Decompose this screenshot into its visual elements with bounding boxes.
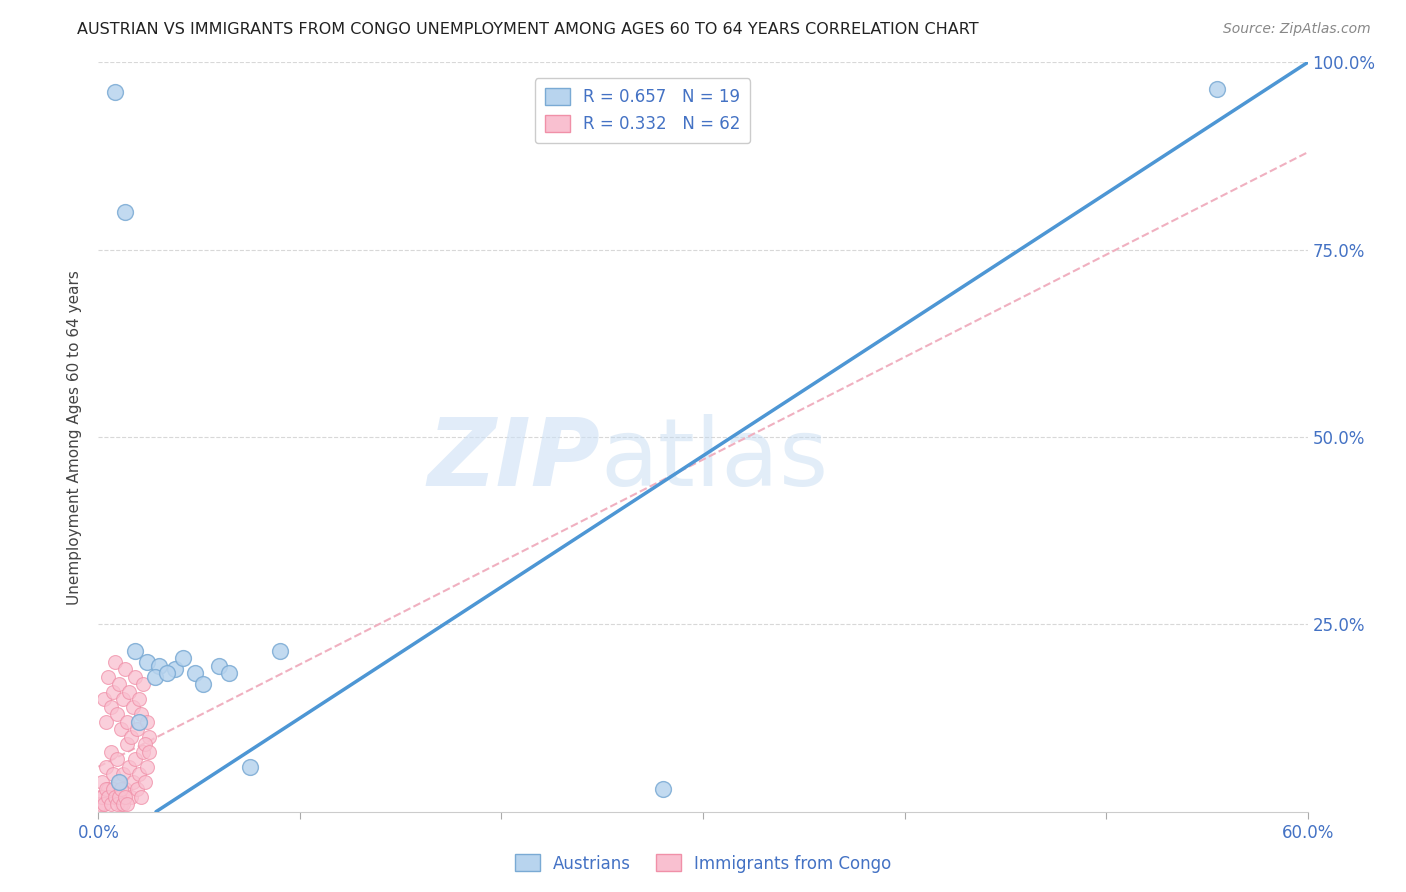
Legend: Austrians, Immigrants from Congo: Austrians, Immigrants from Congo bbox=[508, 847, 898, 880]
Point bbox=[100, 745, 122, 759]
Point bbox=[218, 666, 240, 681]
Point bbox=[93, 797, 115, 812]
Point bbox=[103, 789, 125, 804]
Point bbox=[97, 789, 120, 804]
Point bbox=[114, 789, 136, 804]
Point bbox=[124, 752, 146, 766]
Point bbox=[101, 767, 124, 781]
Point bbox=[89, 797, 111, 812]
Point bbox=[89, 789, 111, 804]
Point bbox=[96, 760, 118, 774]
Point bbox=[91, 789, 114, 804]
Point bbox=[97, 670, 120, 684]
Point bbox=[105, 797, 128, 812]
Point bbox=[114, 205, 136, 219]
Point bbox=[163, 662, 186, 676]
Point bbox=[91, 774, 114, 789]
Point bbox=[135, 760, 157, 774]
Point bbox=[111, 797, 134, 812]
Point bbox=[103, 86, 125, 100]
Point bbox=[128, 714, 150, 729]
Point bbox=[132, 677, 155, 691]
Point bbox=[114, 662, 136, 676]
Point bbox=[138, 745, 160, 759]
Point bbox=[1206, 81, 1229, 95]
Point bbox=[129, 789, 152, 804]
Point bbox=[110, 782, 132, 797]
Point bbox=[107, 774, 129, 789]
Point bbox=[125, 723, 148, 737]
Point bbox=[118, 760, 141, 774]
Point bbox=[651, 782, 673, 797]
Text: atlas: atlas bbox=[600, 414, 828, 506]
Point bbox=[208, 658, 231, 673]
Point bbox=[107, 677, 129, 691]
Point bbox=[269, 643, 291, 657]
Text: Source: ZipAtlas.com: Source: ZipAtlas.com bbox=[1223, 22, 1371, 37]
Point bbox=[184, 666, 207, 681]
Point bbox=[110, 797, 132, 812]
Point bbox=[120, 789, 142, 804]
Point bbox=[172, 651, 194, 665]
Point bbox=[121, 699, 143, 714]
Point bbox=[103, 655, 125, 669]
Point bbox=[103, 789, 125, 804]
Point bbox=[110, 723, 132, 737]
Point bbox=[97, 782, 120, 797]
Point bbox=[118, 685, 141, 699]
Point bbox=[135, 655, 157, 669]
Point bbox=[105, 752, 128, 766]
Point bbox=[111, 767, 134, 781]
Point bbox=[96, 782, 118, 797]
Point bbox=[120, 730, 142, 744]
Point bbox=[93, 692, 115, 706]
Point bbox=[129, 707, 152, 722]
Text: AUSTRIAN VS IMMIGRANTS FROM CONGO UNEMPLOYMENT AMONG AGES 60 TO 64 YEARS CORRELA: AUSTRIAN VS IMMIGRANTS FROM CONGO UNEMPL… bbox=[77, 22, 979, 37]
Point bbox=[134, 737, 156, 751]
Point bbox=[101, 782, 124, 797]
Point bbox=[124, 643, 146, 657]
Y-axis label: Unemployment Among Ages 60 to 64 years: Unemployment Among Ages 60 to 64 years bbox=[67, 269, 83, 605]
Legend: R = 0.657   N = 19, R = 0.332   N = 62: R = 0.657 N = 19, R = 0.332 N = 62 bbox=[534, 78, 751, 143]
Point bbox=[128, 767, 150, 781]
Point bbox=[115, 797, 138, 812]
Point bbox=[132, 745, 155, 759]
Point bbox=[107, 789, 129, 804]
Point bbox=[100, 699, 122, 714]
Point bbox=[135, 714, 157, 729]
Point bbox=[101, 685, 124, 699]
Point bbox=[239, 760, 262, 774]
Point bbox=[111, 692, 134, 706]
Point bbox=[121, 774, 143, 789]
Point bbox=[114, 782, 136, 797]
Point bbox=[148, 658, 170, 673]
Point bbox=[156, 666, 179, 681]
Point bbox=[107, 774, 129, 789]
Point bbox=[128, 692, 150, 706]
Point bbox=[138, 730, 160, 744]
Point bbox=[134, 774, 156, 789]
Point bbox=[125, 782, 148, 797]
Point bbox=[115, 714, 138, 729]
Text: ZIP: ZIP bbox=[427, 414, 600, 506]
Point bbox=[193, 677, 215, 691]
Point bbox=[100, 797, 122, 812]
Point bbox=[143, 670, 166, 684]
Point bbox=[124, 670, 146, 684]
Point bbox=[96, 714, 118, 729]
Point bbox=[115, 737, 138, 751]
Point bbox=[93, 797, 115, 812]
Point bbox=[105, 707, 128, 722]
